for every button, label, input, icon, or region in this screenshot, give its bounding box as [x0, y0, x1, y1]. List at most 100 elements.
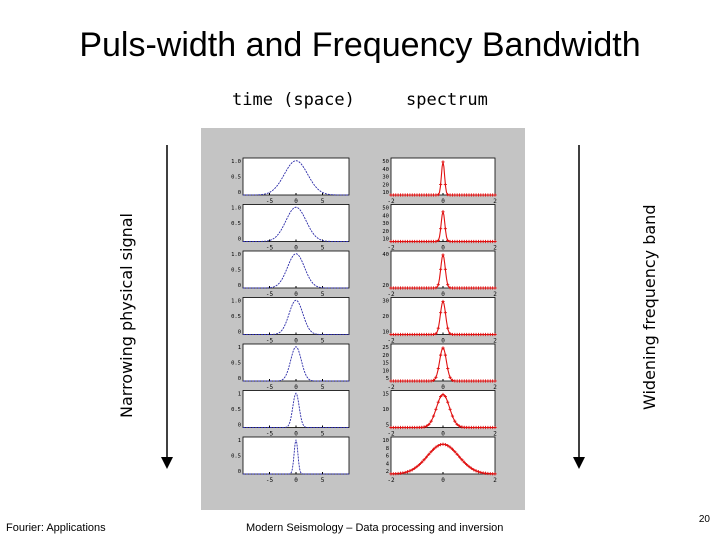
spectrum-marker [443, 394, 447, 399]
y-tick-label: 0 [238, 283, 241, 289]
spectrum-marker [434, 407, 438, 411]
time-curve [243, 299, 349, 335]
spectrum-marker [431, 378, 436, 382]
y-tick-label: 6 [386, 454, 389, 460]
spectrum-column-heading: spectrum [406, 90, 488, 110]
y-tick-label: 20 [382, 314, 389, 320]
x-tick-label: -5 [266, 477, 274, 484]
spectrum-marker [443, 311, 447, 315]
y-tick-label: 40 [382, 252, 389, 258]
y-tick-label: 10 [382, 407, 389, 413]
spectrum-marker [436, 326, 440, 330]
x-tick-label: -5 [266, 245, 274, 252]
spectrum-marker [450, 447, 455, 451]
time-curve [243, 439, 349, 475]
spectrum-marker [420, 460, 424, 464]
pulse-spectrum-figure: -5 0 5 1.0 0.5 0 -5 0 5 1.0 0.5 0 -5 0 5 1.0 0.5 0 -5 0 5 1.0… [201, 128, 525, 510]
y-tick-label: 1.0 [231, 159, 241, 165]
time-panel-4: -5 0 5 1.0 0.5 0 [231, 297, 350, 345]
time-curve [243, 392, 349, 428]
spectrum-marker [476, 470, 481, 474]
x-tick-label: 0 [294, 198, 298, 205]
spectrum-marker [479, 470, 483, 475]
spectrum-marker [439, 267, 443, 271]
y-tick-label: 5 [386, 423, 389, 429]
y-tick-label: 0 [238, 469, 241, 475]
spectrum-marker [436, 366, 440, 371]
y-tick-label: 0 [238, 237, 241, 243]
y-tick-label: 15 [382, 392, 389, 398]
spectrum-marker [431, 447, 436, 451]
time-panel-1: -5 0 5 1.0 0.5 0 [231, 157, 350, 205]
y-tick-label: 50 [382, 159, 389, 165]
y-tick-label: 10 [382, 237, 389, 243]
x-tick-label: -2 [387, 477, 395, 484]
spectrum-marker [446, 283, 450, 287]
spectrum-marker [474, 469, 478, 473]
x-tick-label: 2 [493, 477, 497, 484]
spectrum-marker [436, 283, 440, 287]
x-tick-label: 2 [493, 338, 497, 345]
y-tick-label: 1 [238, 392, 241, 398]
spectrum-marker [434, 445, 438, 449]
plot-area [242, 204, 350, 242]
x-tick-label: -5 [266, 198, 274, 205]
spectrum-marker [429, 450, 433, 454]
plot-area [242, 436, 350, 475]
x-tick-label: -5 [266, 291, 274, 298]
x-tick-label: 0 [441, 431, 445, 438]
x-tick-label: 0 [294, 431, 298, 438]
x-tick-label: 0 [294, 245, 298, 252]
spectrum-marker [493, 425, 497, 430]
spectrum-marker [439, 353, 443, 357]
x-tick-label: -2 [387, 431, 395, 438]
spectrum-marker [424, 455, 429, 459]
spectrum-marker [436, 400, 440, 404]
y-tick-label: 4 [386, 461, 390, 467]
spectrum-panel-7: -2 0 2 10 8 64 2 [382, 436, 497, 484]
y-tick-label: 10 [382, 438, 389, 444]
y-tick-label: 0 [238, 423, 241, 429]
spectrum-marker [441, 299, 445, 304]
x-tick-label: -2 [387, 384, 395, 391]
y-tick-label: 25 [382, 345, 389, 351]
x-tick-label: 5 [321, 291, 325, 298]
x-tick-label: 5 [321, 477, 325, 484]
spectrum-marker [443, 267, 447, 271]
spectrum-marker [436, 238, 440, 243]
plot-area [242, 390, 350, 428]
x-tick-label: 0 [294, 384, 298, 391]
plot-area [242, 157, 350, 196]
plot-area [390, 436, 496, 475]
x-tick-label: 0 [441, 245, 445, 252]
time-panel-3: -5 0 5 1.0 0.5 0 [231, 250, 350, 298]
spectrum-marker [424, 424, 429, 428]
x-tick-label: 5 [321, 198, 325, 205]
y-tick-label: 40 [382, 213, 389, 219]
spectrum-marker [441, 210, 445, 214]
plot-area [390, 297, 496, 335]
spectrum-marker [434, 332, 438, 336]
spectrum-marker [457, 424, 462, 428]
spectrum-marker [422, 458, 426, 462]
spectrum-marker [450, 378, 455, 382]
spectrum-marker [453, 419, 457, 423]
spectrum-marker [455, 422, 459, 427]
spectrum-marker [443, 353, 447, 357]
y-tick-label: 20 [382, 353, 389, 359]
spectrum-marker [457, 455, 462, 459]
spectrum-marker [493, 286, 497, 290]
time-column-heading: time (space) [232, 90, 355, 110]
y-tick-label: 0.5 [231, 454, 241, 460]
y-tick-label: 0.5 [231, 175, 241, 181]
time-panels: -5 0 5 1.0 0.5 0 -5 0 5 1.0 0.5 0 -5 0 5 1.0 0.5 0 -5 0 5 1.0… [231, 157, 350, 484]
y-tick-label: 50 [382, 206, 389, 212]
spectrum-marker [448, 407, 452, 411]
y-tick-label: 0 [238, 190, 241, 196]
x-tick-label: 2 [493, 291, 497, 298]
x-tick-label: 0 [441, 384, 445, 391]
plot-area [390, 250, 496, 289]
spectrum-marker [436, 444, 440, 448]
down-arrow-left-icon [161, 145, 173, 469]
x-tick-label: 0 [294, 477, 298, 484]
